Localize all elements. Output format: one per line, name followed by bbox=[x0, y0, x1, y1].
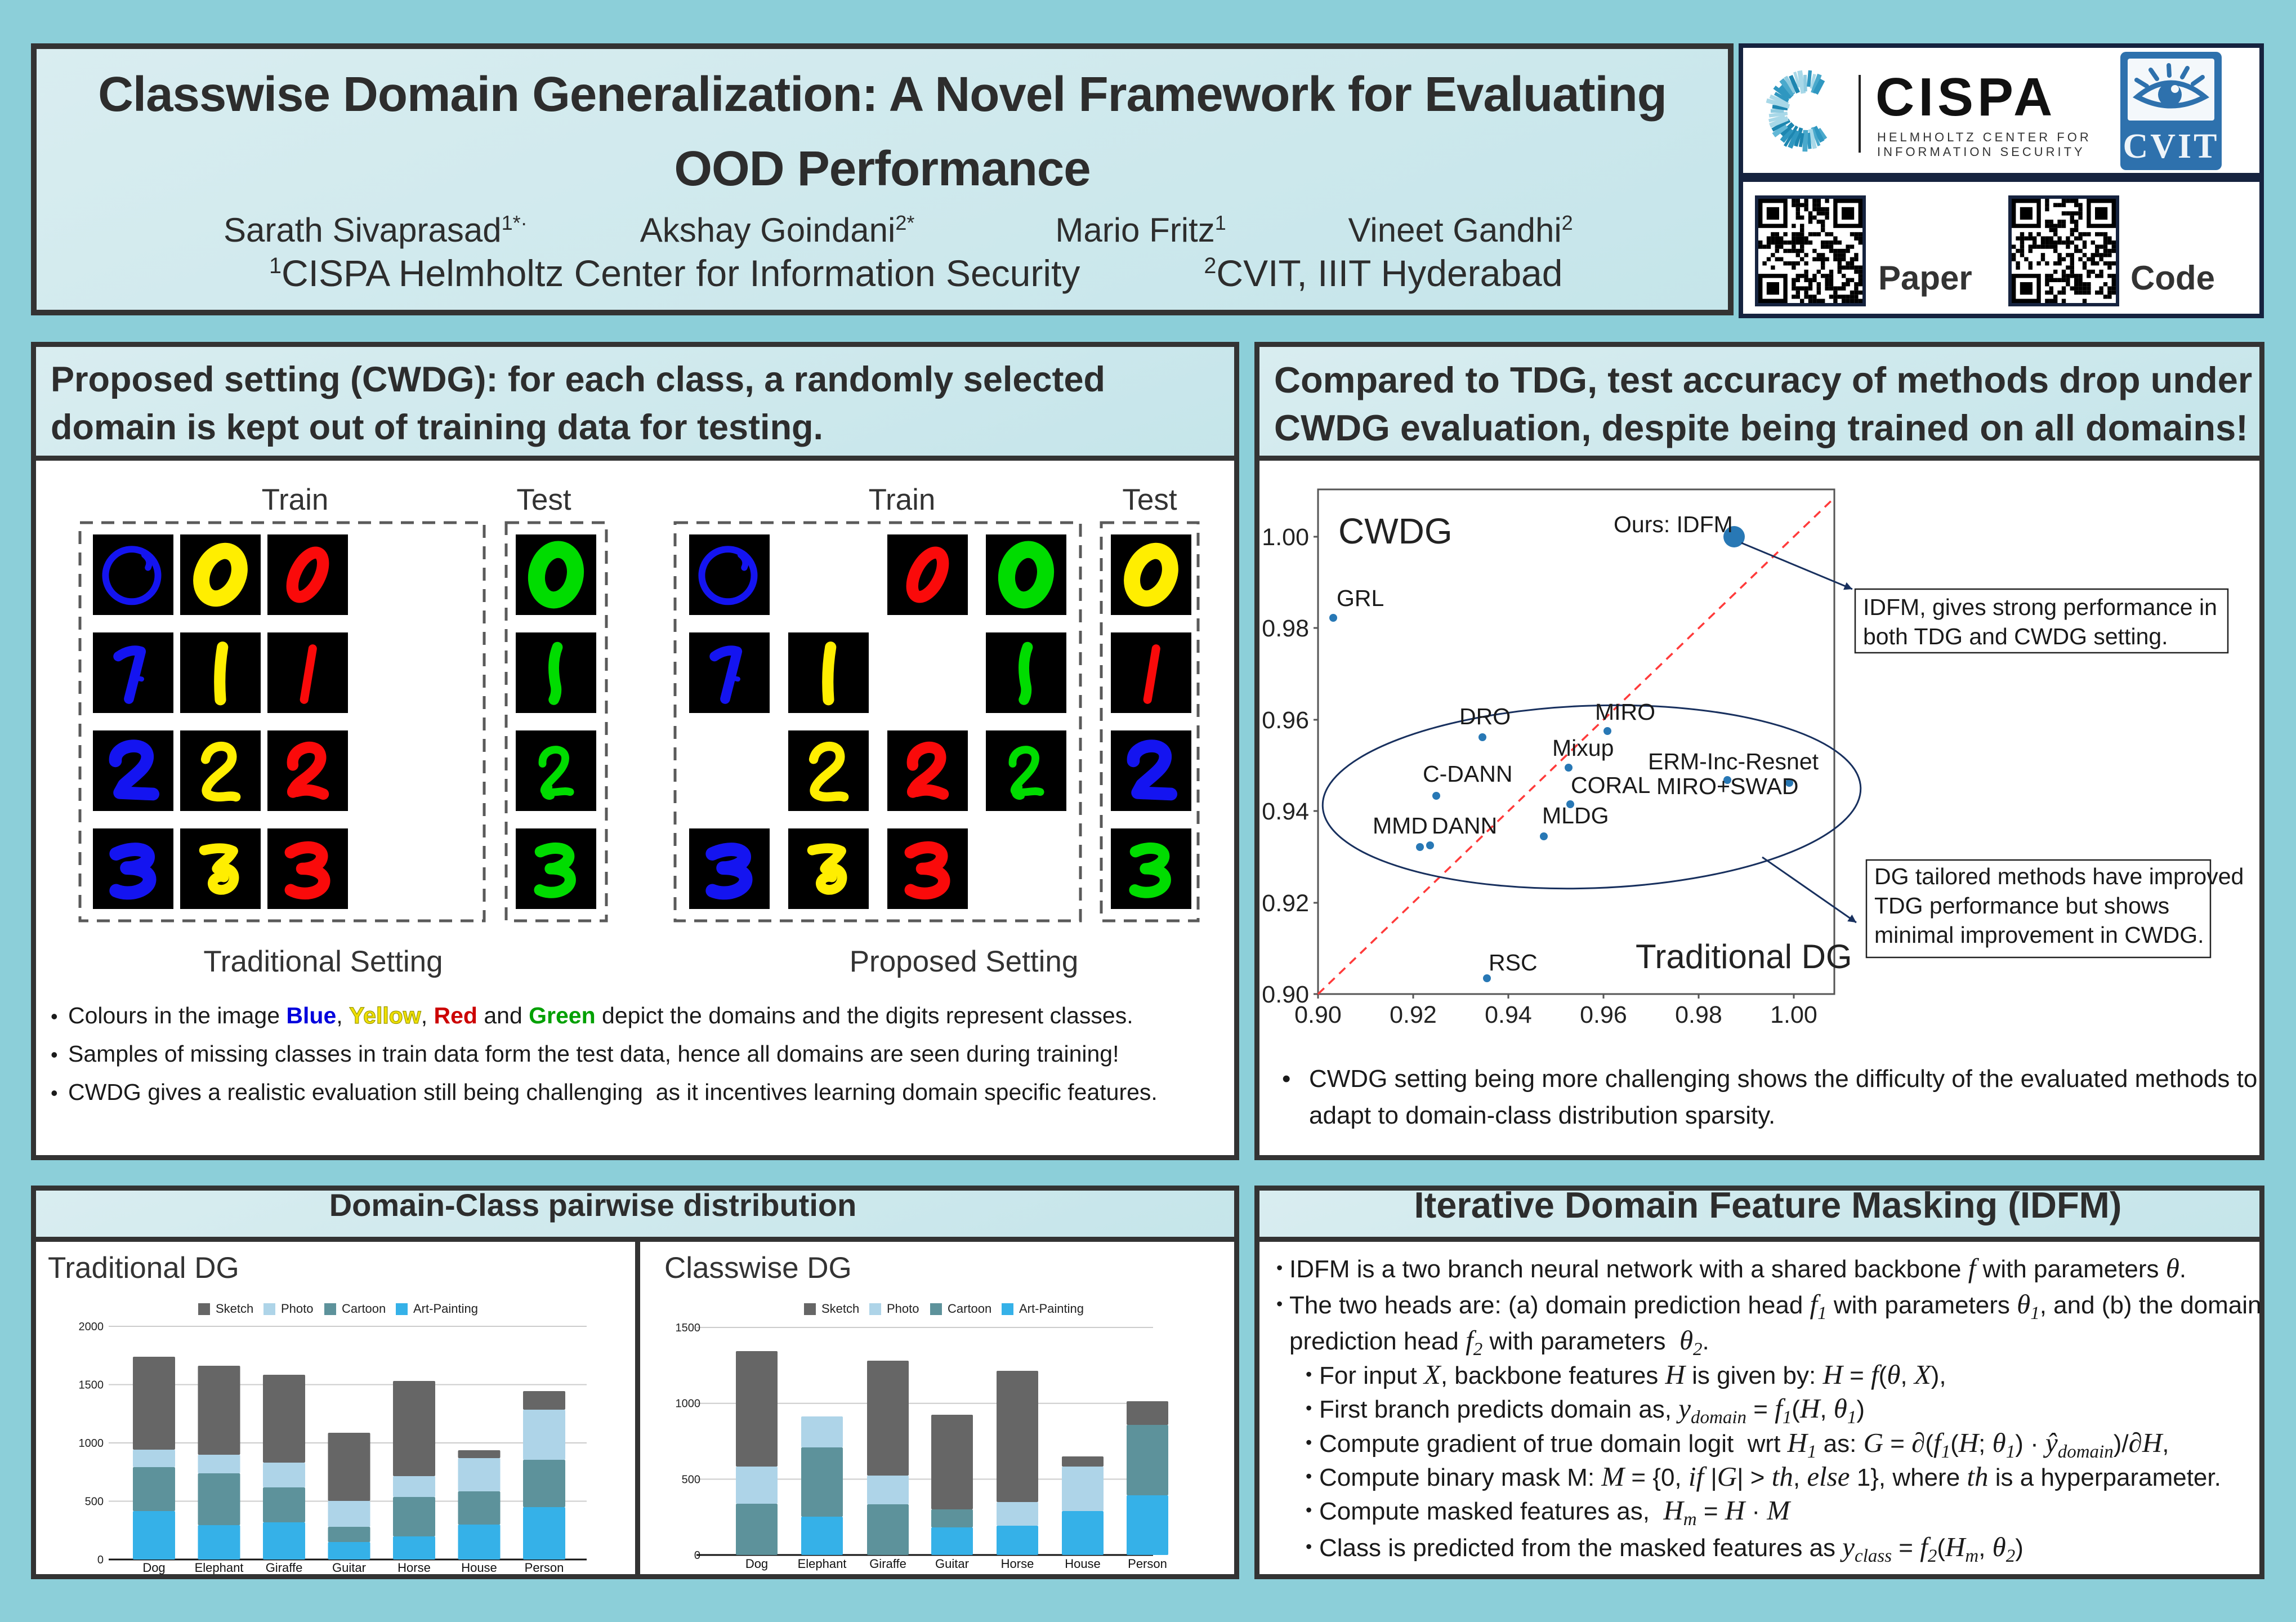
svg-text:Photo: Photo bbox=[281, 1302, 314, 1316]
svg-text:Dog: Dog bbox=[745, 1557, 768, 1571]
svg-text:•: • bbox=[1282, 1065, 1290, 1093]
svg-text:1000: 1000 bbox=[79, 1437, 104, 1450]
svg-text:Art-Painting: Art-Painting bbox=[1019, 1302, 1084, 1316]
svg-text:Ours: IDFM: Ours: IDFM bbox=[1614, 511, 1733, 537]
svg-text:DANN: DANN bbox=[1432, 813, 1497, 839]
svg-text:Elephant: Elephant bbox=[798, 1557, 847, 1571]
svg-text:0.92: 0.92 bbox=[1390, 1001, 1437, 1028]
svg-text:Sketch: Sketch bbox=[216, 1302, 253, 1316]
svg-text:Horse: Horse bbox=[1001, 1557, 1034, 1571]
svg-text:Classwise DG: Classwise DG bbox=[664, 1251, 852, 1285]
svg-text:RSC: RSC bbox=[1489, 950, 1538, 975]
svg-text:Cartoon: Cartoon bbox=[948, 1302, 991, 1316]
svg-text:Person: Person bbox=[1128, 1557, 1167, 1571]
svg-text:1.00: 1.00 bbox=[1262, 524, 1309, 551]
svg-text:C-DANN: C-DANN bbox=[1423, 761, 1512, 787]
svg-text:DRO: DRO bbox=[1459, 703, 1511, 729]
svg-text:minimal improvement in CWDG.: minimal improvement in CWDG. bbox=[1874, 922, 2204, 948]
svg-text:MMD: MMD bbox=[1373, 813, 1428, 839]
svg-text:0: 0 bbox=[97, 1554, 104, 1566]
svg-text:Art-Painting: Art-Painting bbox=[413, 1302, 478, 1316]
svg-text:0.90: 0.90 bbox=[1262, 981, 1309, 1008]
svg-text:adapt to domain-class distribu: adapt to domain-class distribution spars… bbox=[1309, 1102, 1775, 1129]
svg-text:Traditional Setting: Traditional Setting bbox=[203, 945, 443, 978]
svg-text:0.98: 0.98 bbox=[1675, 1001, 1722, 1028]
svg-text:CWDG: CWDG bbox=[1338, 511, 1453, 551]
svg-text:500: 500 bbox=[85, 1496, 104, 1508]
svg-text:CISPA: CISPA bbox=[1875, 67, 2056, 127]
svg-text:House: House bbox=[461, 1561, 497, 1574]
svg-text:HELMHOLTZ CENTER FOR: HELMHOLTZ CENTER FOR bbox=[1877, 130, 2092, 144]
svg-text:Train: Train bbox=[262, 483, 329, 516]
svg-text:500: 500 bbox=[682, 1473, 700, 1486]
svg-text:CORAL: CORAL bbox=[1571, 772, 1650, 798]
svg-text:Train: Train bbox=[869, 483, 936, 516]
svg-text:Mixup: Mixup bbox=[1552, 735, 1614, 761]
svg-text:CVIT: CVIT bbox=[2123, 127, 2219, 166]
svg-text:Guitar: Guitar bbox=[935, 1557, 969, 1571]
svg-text:Sketch: Sketch bbox=[821, 1302, 859, 1316]
svg-text:Giraffe: Giraffe bbox=[266, 1561, 303, 1574]
svg-text:Proposed Setting: Proposed Setting bbox=[850, 945, 1079, 978]
svg-text:Giraffe: Giraffe bbox=[869, 1557, 906, 1571]
svg-text:0.90: 0.90 bbox=[1294, 1001, 1342, 1028]
svg-text:ERM-Inc-Resnet: ERM-Inc-Resnet bbox=[1648, 748, 1819, 774]
svg-text:MIRO+SWAD: MIRO+SWAD bbox=[1656, 773, 1798, 799]
svg-text:0.96: 0.96 bbox=[1262, 707, 1309, 734]
svg-text:1500: 1500 bbox=[79, 1379, 104, 1392]
svg-text:1500: 1500 bbox=[676, 1322, 701, 1334]
svg-text:Cartoon: Cartoon bbox=[342, 1302, 386, 1316]
svg-text:House: House bbox=[1065, 1557, 1101, 1571]
svg-text:0.96: 0.96 bbox=[1580, 1001, 1627, 1028]
svg-text:MLDG: MLDG bbox=[1542, 803, 1609, 828]
svg-text:IDFM, gives strong performance: IDFM, gives strong performance in bbox=[1863, 594, 2217, 620]
svg-text:0.92: 0.92 bbox=[1262, 890, 1309, 917]
svg-text:INFORMATION SECURITY: INFORMATION SECURITY bbox=[1877, 145, 2085, 159]
svg-text:Traditional DG: Traditional DG bbox=[48, 1251, 239, 1285]
svg-text:Guitar: Guitar bbox=[332, 1561, 366, 1574]
svg-text:GRL: GRL bbox=[1337, 585, 1384, 611]
svg-text:Test: Test bbox=[1122, 483, 1177, 516]
svg-text:Photo: Photo bbox=[887, 1302, 919, 1316]
svg-text:Horse: Horse bbox=[397, 1561, 431, 1574]
svg-text:CWDG setting being more challe: CWDG setting being more challenging show… bbox=[1309, 1065, 2257, 1093]
svg-text:1.00: 1.00 bbox=[1770, 1001, 1817, 1028]
svg-text:MIRO: MIRO bbox=[1595, 699, 1655, 725]
svg-text:Person: Person bbox=[525, 1561, 564, 1574]
svg-text:DG tailored methods have impro: DG tailored methods have improved bbox=[1874, 863, 2244, 889]
svg-text:Elephant: Elephant bbox=[195, 1561, 244, 1574]
svg-text:Dog: Dog bbox=[142, 1561, 165, 1574]
svg-text:0.94: 0.94 bbox=[1485, 1001, 1532, 1028]
svg-text:Traditional DG: Traditional DG bbox=[1636, 938, 1852, 975]
svg-text:0.94: 0.94 bbox=[1262, 798, 1309, 825]
svg-text:TDG performance but shows: TDG performance but shows bbox=[1874, 893, 2169, 919]
svg-text:1000: 1000 bbox=[676, 1398, 701, 1410]
svg-text:Test: Test bbox=[516, 483, 571, 516]
svg-text:2000: 2000 bbox=[79, 1321, 104, 1333]
svg-text:both TDG and CWDG setting.: both TDG and CWDG setting. bbox=[1863, 623, 2168, 649]
svg-text:0.98: 0.98 bbox=[1262, 615, 1309, 642]
